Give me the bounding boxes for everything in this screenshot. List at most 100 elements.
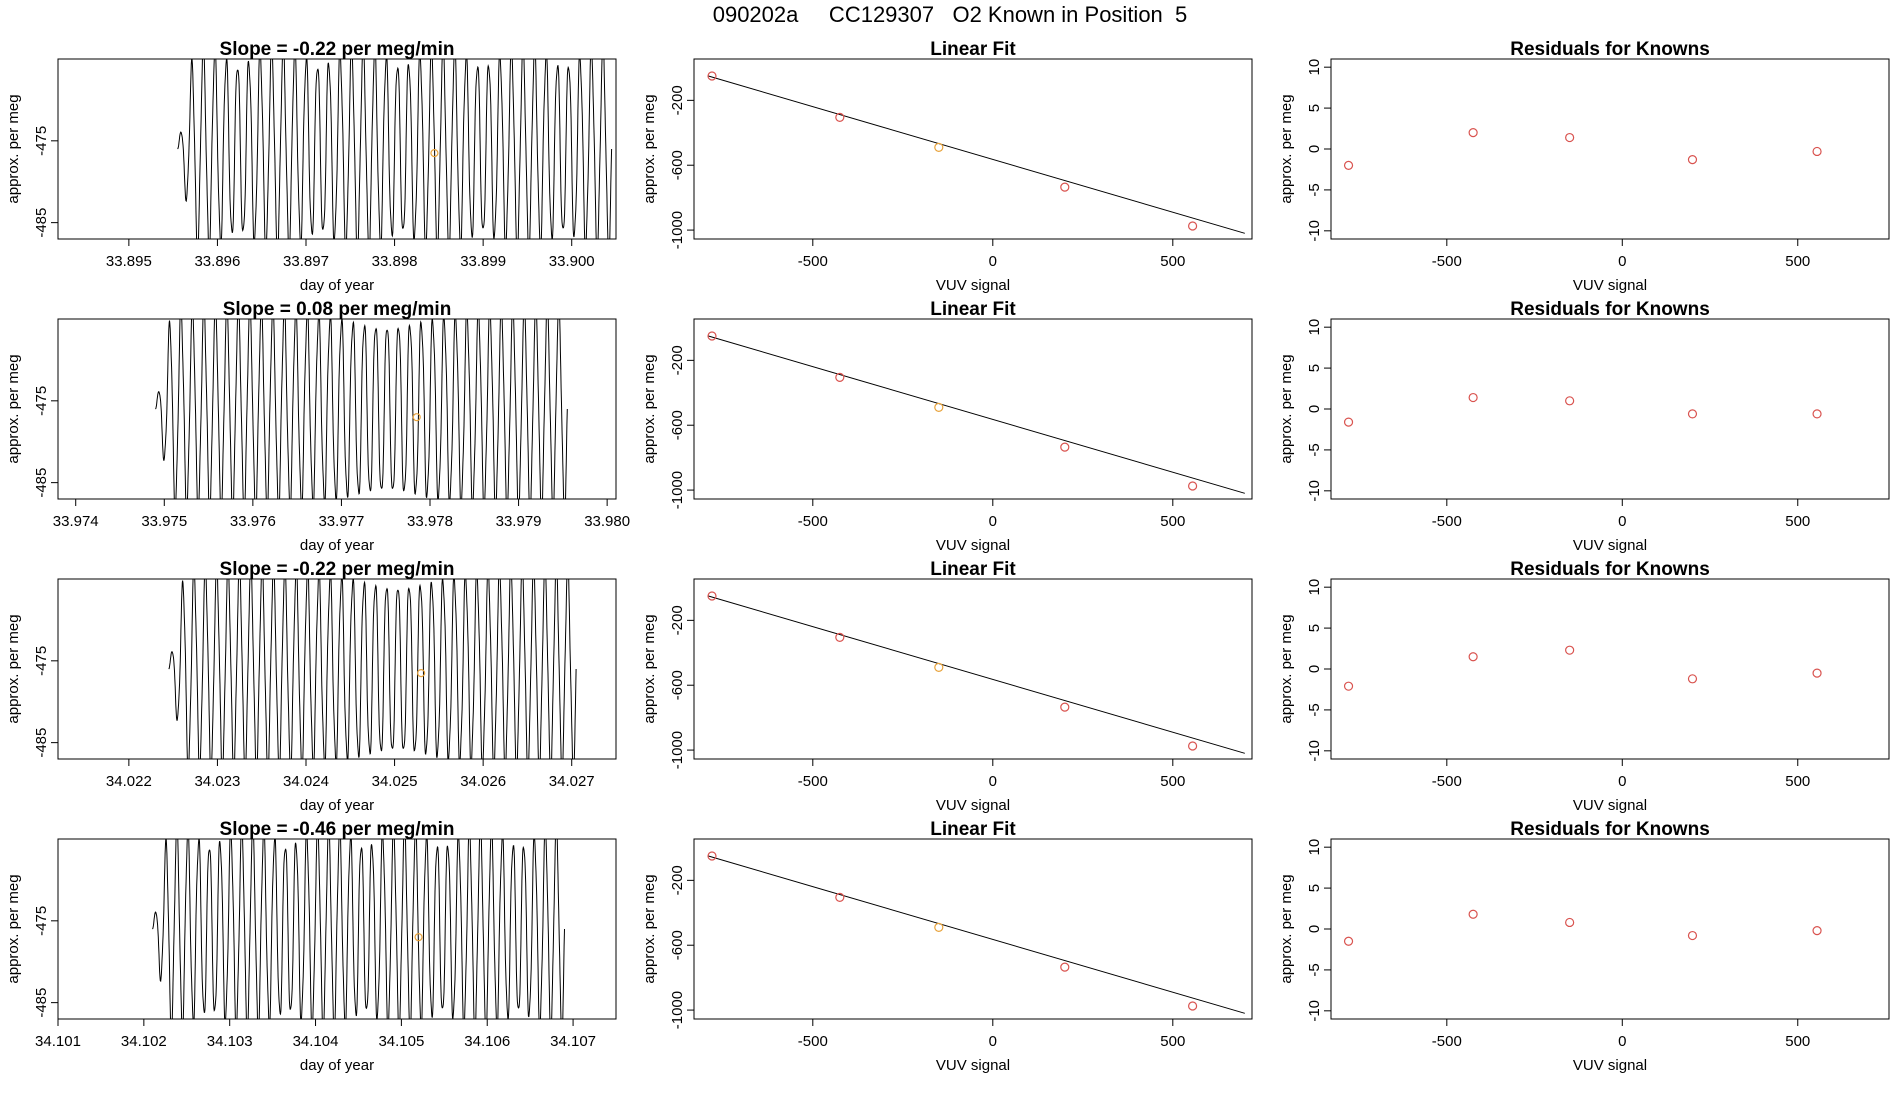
residual-point <box>1812 926 1822 936</box>
plot-frame <box>1330 318 1890 500</box>
x-tick-label: 500 <box>1785 513 1810 530</box>
y-tick-label: -5 <box>1306 183 1323 196</box>
x-tick-label: 500 <box>1785 773 1810 790</box>
x-tick-label: 500 <box>1785 253 1810 270</box>
x-axis-label: day of year <box>300 277 374 294</box>
y-axis-label: approx. per meg <box>641 614 658 723</box>
x-tick-label: -500 <box>1432 773 1462 790</box>
plot-area <box>1343 128 1822 170</box>
plot-area <box>1343 909 1822 946</box>
y-tick-label: -475 <box>33 386 50 416</box>
x-tick-label: 500 <box>1160 773 1185 790</box>
data-point <box>1187 221 1198 231</box>
x-axis-label: day of year <box>300 1057 374 1074</box>
y-tick-label: 10 <box>1306 319 1323 336</box>
y-tick-label: -200 <box>669 85 686 115</box>
x-tick-label: 0 <box>1618 1033 1626 1050</box>
x-tick-label: 0 <box>1618 253 1626 270</box>
x-tick-label: 33.979 <box>496 513 542 530</box>
signal-trace <box>152 839 565 1019</box>
x-axis-label: VUV signal <box>936 1057 1010 1074</box>
y-tick-label: 5 <box>1306 364 1323 372</box>
signal-trace <box>155 319 568 499</box>
x-tick-label: 34.107 <box>550 1033 596 1050</box>
y-tick-label: -485 <box>33 468 50 498</box>
x-tick-label: 34.102 <box>121 1033 167 1050</box>
plot-frame <box>693 838 1253 1020</box>
signal-trace <box>177 59 613 239</box>
data-point <box>835 372 845 382</box>
data-point <box>934 142 944 152</box>
panel-title: Residuals for Knowns <box>1510 39 1710 60</box>
y-tick-label: -200 <box>669 865 686 895</box>
signal-trace <box>168 579 577 759</box>
data-point <box>412 413 421 422</box>
residual-point <box>1565 917 1575 928</box>
panel-title: Residuals for Knowns <box>1510 299 1710 320</box>
x-axis-label: VUV signal <box>1573 797 1647 814</box>
data-point <box>707 851 717 861</box>
data-point <box>430 148 439 158</box>
data-point <box>835 632 845 642</box>
data-point <box>417 668 426 678</box>
trace-panel: Slope = -0.22 per meg/min day of year appr… <box>5 559 617 814</box>
y-axis-label: approx. per meg <box>1278 614 1295 723</box>
x-tick-label: -500 <box>1432 1033 1462 1050</box>
plot-area <box>1343 645 1822 691</box>
residual-point <box>1343 936 1354 946</box>
x-axis-label: VUV signal <box>936 797 1010 814</box>
fit-line <box>708 855 1245 1014</box>
plot-frame <box>57 318 617 500</box>
x-tick-label: 34.025 <box>372 773 418 790</box>
y-tick-label: -1000 <box>669 471 686 509</box>
y-tick-label: -475 <box>33 906 50 936</box>
y-tick-label: -1000 <box>669 991 686 1029</box>
x-tick-label: 0 <box>989 253 997 270</box>
x-axis-label: day of year <box>300 797 374 814</box>
x-axis-label: VUV signal <box>1573 277 1647 294</box>
page-title: 090202a CC129307 O2 Known in Position 5 <box>712 2 1188 27</box>
plot-area <box>58 319 568 499</box>
plot-area <box>707 851 1245 1014</box>
x-tick-label: 34.024 <box>283 773 329 790</box>
fit-panel: Linear Fit VUV signal approx. per meg -500 0… <box>641 559 1253 814</box>
y-axis-label: approx. per meg <box>5 614 22 723</box>
y-tick-label: 5 <box>1306 624 1323 632</box>
y-axis-label: approx. per meg <box>5 874 22 983</box>
y-tick-label: -1000 <box>669 731 686 769</box>
residual-point <box>1687 930 1698 941</box>
x-tick-label: 33.898 <box>372 253 418 270</box>
panel-title: Slope = -0.46 per meg/min <box>220 819 455 840</box>
residual-point <box>1565 396 1575 406</box>
residual-point <box>1565 645 1575 655</box>
fit-line <box>708 595 1245 754</box>
y-tick-label: -475 <box>33 646 50 676</box>
plot-frame <box>693 578 1253 760</box>
x-tick-label: -500 <box>798 513 828 530</box>
y-tick-label: -5 <box>1306 703 1323 716</box>
data-point <box>1060 442 1070 452</box>
y-tick-label: 5 <box>1306 104 1323 112</box>
x-tick-label: 33.978 <box>407 513 453 530</box>
data-point <box>707 331 717 341</box>
x-axis-label: VUV signal <box>1573 1057 1647 1074</box>
y-tick-label: -5 <box>1306 443 1323 456</box>
plot-frame <box>57 578 617 760</box>
x-tick-label: 34.105 <box>378 1033 424 1050</box>
x-tick-label: 33.897 <box>283 253 329 270</box>
y-axis-label: approx. per meg <box>5 94 22 203</box>
y-tick-label: -10 <box>1306 1000 1323 1022</box>
data-point <box>835 892 845 902</box>
residual-point <box>1565 132 1575 143</box>
data-point <box>707 71 717 81</box>
panel-title: Linear Fit <box>930 819 1016 840</box>
x-tick-label: 34.027 <box>549 773 595 790</box>
residual-point <box>1343 681 1354 691</box>
residual-point <box>1343 160 1354 170</box>
y-tick-label: 10 <box>1306 839 1323 856</box>
x-axis-label: VUV signal <box>936 277 1010 294</box>
x-tick-label: 33.899 <box>460 253 506 270</box>
y-tick-label: -485 <box>33 988 50 1018</box>
panel-title: Residuals for Knowns <box>1510 819 1710 840</box>
